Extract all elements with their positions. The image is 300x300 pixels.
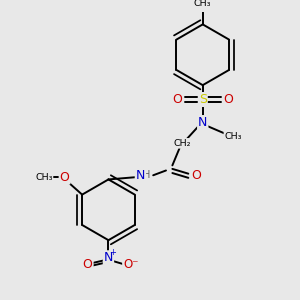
Text: O: O	[224, 93, 233, 106]
Text: O: O	[191, 169, 201, 182]
Text: O: O	[83, 258, 93, 271]
Text: O: O	[60, 170, 70, 184]
Text: O⁻: O⁻	[123, 258, 139, 271]
Text: S: S	[199, 93, 207, 106]
Text: N: N	[104, 251, 113, 264]
Text: CH₃: CH₃	[35, 172, 52, 182]
Text: CH₃: CH₃	[224, 132, 242, 141]
Text: O: O	[172, 93, 182, 106]
Text: CH₃: CH₃	[194, 0, 211, 8]
Text: N: N	[198, 116, 207, 129]
Text: CH₂: CH₂	[173, 139, 191, 148]
Text: N: N	[136, 169, 145, 182]
Text: H: H	[143, 169, 150, 180]
Text: +: +	[110, 248, 116, 257]
